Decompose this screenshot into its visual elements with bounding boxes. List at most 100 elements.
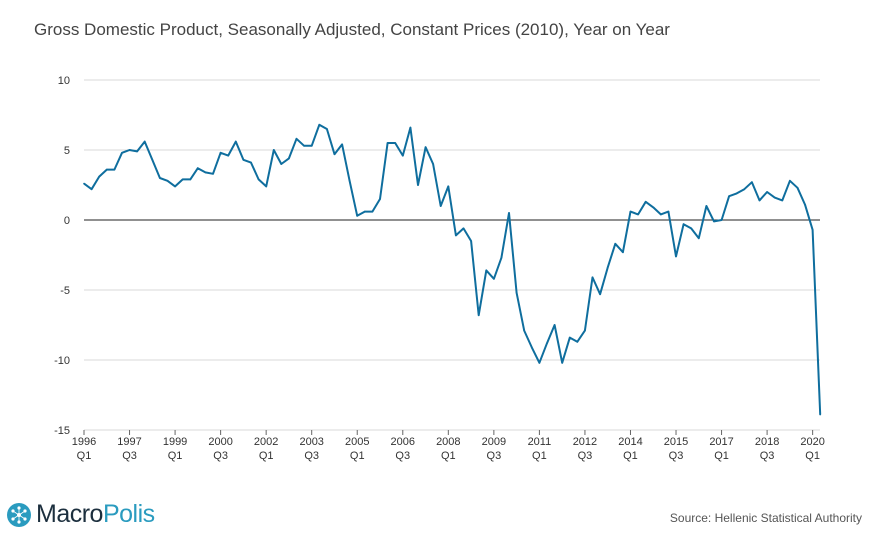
x-tick-year-label: 2014 [618,436,642,448]
data-point [181,178,184,181]
x-tick-year-label: 2018 [755,436,779,448]
data-point [356,215,359,217]
y-tick-label: -15 [54,425,70,437]
gdp-series-line [83,123,822,415]
x-tick-quarter-label: Q1 [623,450,638,462]
y-axis-tick-labels: 10 5 0 -5 -10 -15 [54,75,70,437]
data-point [553,324,556,326]
data-point [106,168,108,171]
data-point [591,276,594,279]
y-tick-label: -10 [54,355,70,367]
data-point [98,175,100,178]
data-point [477,314,480,317]
data-point [341,143,343,146]
data-point [204,171,207,174]
x-tick-quarter-label: Q3 [669,450,684,462]
x-tick-quarter-label: Q1 [441,450,456,462]
y-tick-label: -5 [60,285,70,297]
data-point [447,185,450,188]
data-point [265,185,268,188]
data-point [212,173,214,175]
data-point [318,124,321,126]
data-point [629,210,632,213]
data-point [637,213,639,216]
x-tick-quarter-label: Q3 [213,450,228,462]
data-point [219,152,222,154]
y-tick-label: 0 [64,215,70,227]
x-tick-quarter-label: Q3 [487,450,502,462]
data-point [288,157,290,160]
data-point [622,251,624,253]
x-axis-tick-labels: 1996 Q1 1997 Q3 1999 Q1 2000 Q3 2002 Q1 2003 Q3 2005… [72,430,825,462]
x-tick-year-label: 2006 [391,436,415,448]
data-point [728,195,730,197]
data-point [538,362,541,364]
x-tick-quarter-label: Q3 [395,450,410,462]
data-point [257,178,260,181]
data-point [128,149,131,151]
data-point [811,229,814,231]
data-point [394,142,397,144]
data-point [606,266,609,269]
x-tick-quarter-label: Q1 [532,450,547,462]
logo-wordmark: MacroPolis [36,500,155,528]
data-point [379,198,381,200]
data-point [439,205,442,207]
gridlines [84,79,820,431]
data-point [546,342,548,345]
data-point [189,178,192,181]
x-tick-year-label: 2017 [709,436,733,448]
data-point [644,201,647,203]
data-point [698,237,700,239]
data-point [273,149,275,151]
x-tick-year-label: 1999 [163,436,187,448]
data-point [569,336,571,339]
x-tick-quarter-label: Q1 [168,450,183,462]
data-point [470,240,472,242]
x-tick-year-label: 1996 [72,436,96,448]
x-tick-quarter-label: Q3 [578,450,593,462]
data-point [751,181,753,183]
data-point [766,191,768,193]
data-point [667,210,670,213]
data-point [174,185,176,188]
x-tick-year-label: 2020 [800,436,824,448]
x-tick-quarter-label: Q1 [805,450,820,462]
data-point [280,163,283,165]
x-tick-year-label: 2009 [482,436,506,448]
data-point [250,161,252,164]
data-point [197,167,199,169]
data-point [386,142,389,144]
logo-mark-icon [7,502,31,527]
source-note: Source: Hellenic Statistical Authority [669,511,862,525]
data-point [310,145,313,147]
data-point [326,128,328,130]
data-point [508,212,510,214]
x-tick-year-label: 2002 [254,436,278,448]
x-tick-year-label: 2000 [208,436,232,448]
data-point [143,140,146,143]
data-point [371,210,374,213]
x-tick-year-label: 2012 [573,436,597,448]
data-point [333,153,336,155]
x-tick-quarter-label: Q1 [714,450,729,462]
x-tick-quarter-label: Q3 [304,450,319,462]
data-point [485,269,488,272]
x-tick-year-label: 1997 [117,436,141,448]
data-point [682,223,685,225]
data-point [364,210,366,213]
data-point [424,146,427,148]
data-point [348,180,351,182]
data-point [796,187,799,189]
data-point [652,206,655,209]
data-point [113,168,116,171]
data-point [515,292,518,294]
data-point [417,184,419,186]
y-tick-label: 5 [64,145,70,157]
data-point [614,243,617,245]
x-tick-quarter-label: Q1 [350,450,365,462]
data-point [735,192,738,195]
data-point [720,219,723,221]
x-tick-year-label: 2015 [664,436,688,448]
data-point [121,152,123,154]
